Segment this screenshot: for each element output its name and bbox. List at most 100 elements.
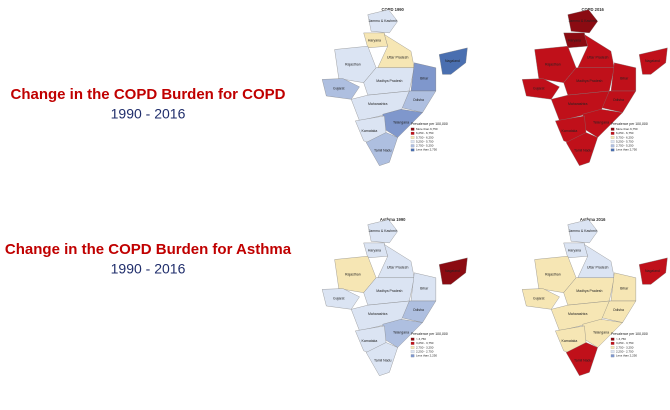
region [521, 288, 560, 310]
region [438, 257, 468, 285]
legend-label: 6,250 - 6,750 [616, 131, 634, 135]
legend-label: > 3,750 [416, 337, 426, 341]
state-label: Nagaland [445, 59, 460, 63]
legend-label: Less than 2,250 [416, 354, 437, 358]
region [321, 288, 360, 310]
legend-label: 2,750 - 5,250 [616, 144, 634, 148]
legend-label: 3,250 - 3,750 [616, 341, 634, 345]
state-label: Gujarat [533, 296, 544, 300]
legend-swatch [610, 131, 615, 135]
state-label: Uttar Pradesh [387, 266, 408, 270]
state-label: Odisha [413, 98, 424, 102]
state-label: Gujarat [333, 86, 344, 90]
state-label: Karnataka [562, 129, 578, 133]
state-label: Uttar Pradesh [587, 56, 608, 60]
state-label: Karnataka [562, 339, 578, 343]
legend-swatch [410, 337, 415, 341]
region [521, 78, 560, 100]
state-label: Rajasthan [545, 62, 561, 66]
legend-label: Less than 2,250 [616, 354, 637, 358]
legend-label: 5,750 - 6,250 [616, 135, 634, 139]
region [365, 342, 398, 376]
state-label: Bihar [620, 286, 629, 290]
region [363, 67, 415, 96]
state-label: Telangana [593, 330, 609, 334]
legend-swatch [410, 346, 415, 349]
region [565, 342, 598, 376]
state-label: Haryana [368, 248, 381, 252]
region [438, 47, 468, 75]
state-label: Bihar [420, 76, 429, 80]
legend-label: Less than 2,750 [616, 148, 637, 152]
legend-swatch [610, 346, 615, 349]
legend-title: Prevalence per 100,000 [611, 332, 648, 336]
legend-swatch [410, 354, 415, 358]
region [638, 47, 668, 75]
state-label: Jammu & Kashmir [569, 229, 598, 233]
legend-swatch [610, 140, 615, 144]
map: Asthma 1990 Jammu & Kashmir Haryana Rajasth… [321, 217, 468, 376]
state-label: Rajasthan [345, 272, 361, 276]
legend-label: 2,750 - 5,250 [416, 144, 434, 148]
map: COPD 2016 Jammu & Kashmir Haryana Rajasthan… [521, 7, 668, 166]
legend-swatch [610, 148, 615, 152]
map: Asthma 2016 Jammu & Kashmir Haryana Rajasth… [521, 217, 668, 376]
region [567, 219, 598, 244]
state-label: Maharashtra [568, 312, 588, 316]
legend-label: 2,250 - 2,750 [616, 349, 634, 353]
state-label: Haryana [568, 248, 581, 252]
map-title: COPD 1990 [382, 7, 405, 12]
legend-title: Prevalence per 100,000 [611, 122, 648, 126]
region [367, 219, 398, 244]
legend-swatch [410, 127, 415, 131]
state-label: Odisha [413, 308, 424, 312]
region [350, 90, 410, 122]
legend-swatch [410, 144, 415, 148]
state-label: Uttar Pradesh [587, 266, 608, 270]
region [365, 132, 398, 166]
legend-title: Prevalence per 100,000 [411, 122, 448, 126]
years: 1990 - 2016 [111, 261, 186, 277]
state-label: Gujarat [533, 86, 544, 90]
region [563, 277, 615, 306]
heading: Change in the COPD Burden for Asthma [5, 241, 292, 258]
legend-label: 2,750 - 3,250 [416, 345, 434, 349]
region [321, 78, 360, 100]
legend-swatch [410, 148, 415, 152]
state-label: Uttar Pradesh [387, 56, 408, 60]
region [350, 300, 410, 332]
state-label: Odisha [613, 98, 624, 102]
state-label: Nagaland [645, 59, 660, 63]
legend-label: 5,250 - 5,750 [616, 139, 634, 143]
map-title: Asthma 1990 [380, 217, 406, 222]
state-label: Rajasthan [345, 62, 361, 66]
state-label: Tamil Nadu [374, 149, 391, 153]
state-label: Gujarat [333, 296, 344, 300]
region [367, 9, 398, 34]
legend-label: > 3,750 [616, 337, 626, 341]
state-label: Bihar [620, 76, 629, 80]
legend-label: 2,750 - 3,250 [616, 345, 634, 349]
state-label: Tamil Nadu [574, 359, 591, 363]
legend-swatch [410, 140, 415, 144]
years: 1990 - 2016 [111, 106, 186, 122]
state-label: Telangana [393, 120, 409, 124]
legend-swatch [410, 131, 415, 135]
state-label: Karnataka [362, 339, 378, 343]
region [567, 9, 598, 34]
state-label: Haryana [368, 38, 381, 42]
state-label: Nagaland [445, 269, 460, 273]
state-label: Bihar [420, 286, 429, 290]
legend-label: 5,750 - 6,250 [416, 135, 434, 139]
legend-swatch [410, 341, 415, 345]
state-label: Madhya Pradesh [376, 289, 402, 293]
map-title: Asthma 2016 [580, 217, 606, 222]
state-label: Madhya Pradesh [576, 289, 602, 293]
heading: Change in the COPD Burden for COPD [10, 86, 285, 103]
legend-swatch [410, 350, 415, 354]
legend-swatch [410, 136, 415, 139]
legend-swatch [610, 341, 615, 345]
state-label: Maharashtra [568, 102, 588, 106]
legend-label: More than 6,750 [416, 127, 438, 131]
